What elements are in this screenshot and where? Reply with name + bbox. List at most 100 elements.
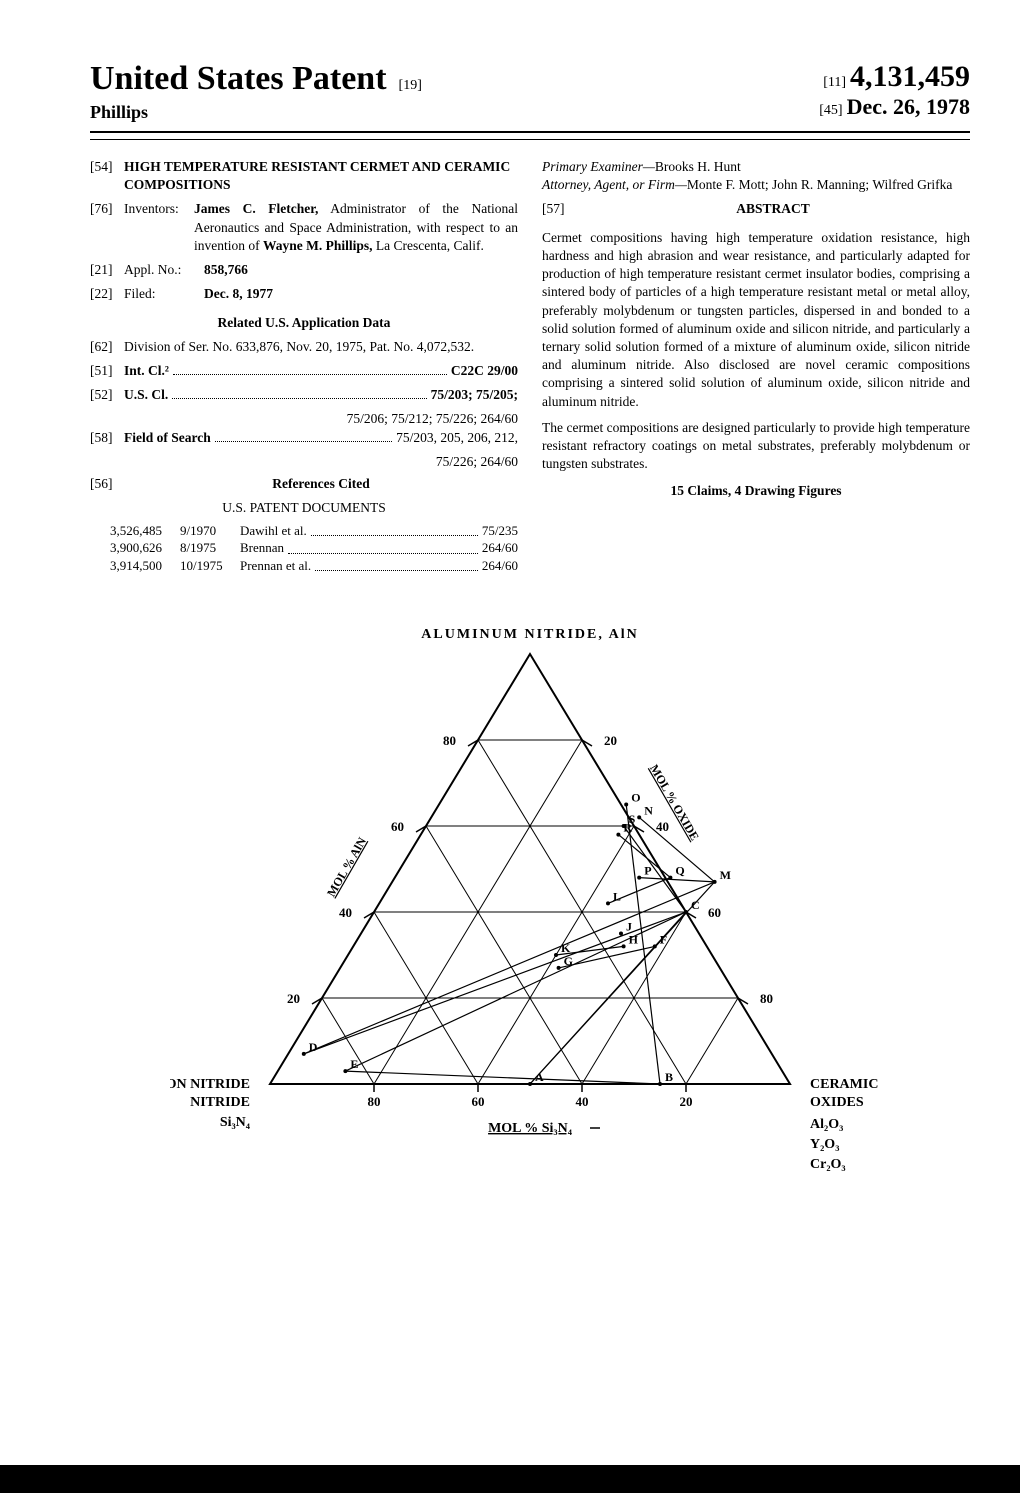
svg-text:Q: Q [675, 864, 684, 878]
right-column: Primary Examiner—Brooks H. Hunt Attorney… [542, 158, 970, 574]
citation-row: 3,526,485 9/1970 Dawihl et al.75/235 [110, 522, 518, 540]
field-52: [52] U.S. Cl. 75/203; 75/205; [90, 386, 518, 404]
svg-text:CERAMIC: CERAMIC [810, 1077, 878, 1092]
svg-text:J: J [626, 920, 632, 934]
svg-text:MOL % Si₃N₄: MOL % Si₃N₄ [488, 1121, 573, 1136]
svg-text:D: D [309, 1040, 318, 1054]
dots-58 [215, 441, 392, 442]
header-inventor: Phillips [90, 102, 819, 123]
cite-name-cls: Prennan et al.264/60 [240, 557, 518, 575]
header-left: United States Patent [19] Phillips [90, 60, 819, 123]
attorney-names: Monte F. Mott; John R. Manning; Wilfred … [687, 177, 953, 192]
svg-text:Si₃N₄: Si₃N₄ [220, 1115, 251, 1130]
field-58: [58] Field of Search 75/203, 205, 206, 2… [90, 429, 518, 447]
svg-text:K: K [561, 941, 571, 955]
cite-name-cls: Dawihl et al.75/235 [240, 522, 518, 540]
bibliographic-columns: [54] HIGH TEMPERATURE RESISTANT CERMET A… [90, 158, 970, 574]
svg-text:60: 60 [391, 819, 404, 834]
svg-text:40: 40 [339, 905, 352, 920]
field-22-label: Filed: [124, 285, 204, 303]
svg-text:80: 80 [443, 733, 456, 748]
abstract-num: [57] [542, 200, 576, 222]
cite-num: 3,914,500 [110, 557, 180, 575]
patent-header: United States Patent [19] Phillips [11] … [90, 60, 970, 133]
field-76: [76] Inventors: James C. Fletcher, Admin… [90, 200, 518, 255]
svg-text:20: 20 [287, 991, 300, 1006]
svg-text:Al₂O₃: Al₂O₃ [810, 1117, 843, 1132]
patent-date-row: [45] Dec. 26, 1978 [819, 94, 970, 120]
field-52-val: 75/203; 75/205; [431, 386, 518, 404]
field-22-num: [22] [90, 285, 124, 303]
abstract-heading: ABSTRACT [576, 200, 970, 218]
field-51-label-b: Int. Cl.² [124, 363, 169, 378]
svg-text:L: L [613, 890, 621, 904]
field-21-label: Appl. No.: [124, 261, 204, 279]
field-51-label: Int. Cl.² [124, 362, 169, 380]
field-54-num: [54] [90, 158, 124, 194]
field-51-val: C22C 29/00 [451, 362, 518, 380]
svg-text:A: A [535, 1070, 544, 1084]
field-51-val-b: C22C 29/00 [451, 363, 518, 378]
header-right: [11] 4,131,459 [45] Dec. 26, 1978 [819, 60, 970, 120]
examiner-row: Primary Examiner—Brooks H. Hunt [542, 158, 970, 176]
svg-text:M: M [720, 868, 731, 882]
filed-date-val: Dec. 8, 1977 [204, 286, 273, 301]
svg-text:S: S [629, 812, 636, 826]
svg-text:P: P [644, 864, 651, 878]
field-52-line2: 75/206; 75/212; 75/226; 264/60 [90, 410, 518, 428]
svg-text:MOL % AlN: MOL % AlN [324, 835, 369, 899]
svg-text:B: B [665, 1070, 673, 1084]
field-58-line2: 75/226; 264/60 [90, 453, 518, 471]
svg-text:ALUMINUM NITRIDE, AlN: ALUMINUM NITRIDE, AlN [421, 627, 638, 642]
header-title-row: United States Patent [19] [90, 60, 819, 98]
svg-text:20: 20 [604, 733, 617, 748]
field-56: [56] References Cited [90, 475, 518, 493]
citation-row: 3,914,500 10/1975 Prennan et al.264/60 [110, 557, 518, 575]
examiner-label: Primary Examiner— [542, 159, 655, 174]
cite-date: 10/1975 [180, 557, 240, 575]
attorney-row: Attorney, Agent, or Firm—Monte F. Mott; … [542, 176, 970, 194]
svg-text:F: F [660, 933, 667, 947]
field-58-val: 75/203, 205, 206, 212, [396, 429, 518, 447]
attorney-label: Attorney, Agent, or Firm— [542, 177, 687, 192]
field-52-num: [52] [90, 386, 124, 404]
citations-list: 3,526,485 9/1970 Dawihl et al.75/2353,90… [90, 522, 518, 575]
appl-no: 858,766 [204, 261, 248, 279]
examiner-name: Brooks H. Hunt [655, 159, 741, 174]
svg-text:80: 80 [760, 991, 773, 1006]
svg-text:N: N [644, 804, 653, 818]
field-62-num: [62] [90, 338, 124, 356]
cite-num: 3,526,485 [110, 522, 180, 540]
svg-text:C: C [691, 898, 700, 912]
abstract-para-1: Cermet compositions having high temperat… [542, 229, 970, 411]
appl-no-val: 858,766 [204, 262, 248, 277]
header-rule [90, 139, 970, 140]
ternary-diagram-svg: 208020406040604060802080ABCDEFGHJKLMNOPQ… [170, 614, 890, 1174]
svg-text:O: O [631, 791, 640, 805]
field-52-val-b: 75/203; 75/205; [431, 387, 518, 402]
svg-text:NITRIDE: NITRIDE [190, 1095, 250, 1110]
filed-date: Dec. 8, 1977 [204, 285, 273, 303]
field-52-label: U.S. Cl. [124, 386, 168, 404]
field-52-label-b: U.S. Cl. [124, 387, 168, 402]
references-cited-h: References Cited [124, 475, 518, 493]
field-51: [51] Int. Cl.² C22C 29/00 [90, 362, 518, 380]
field-22: [22] Filed: Dec. 8, 1977 [90, 285, 518, 303]
svg-text:H: H [629, 933, 639, 947]
us-patent-docs-h: U.S. PATENT DOCUMENTS [90, 499, 518, 517]
cite-date: 8/1975 [180, 539, 240, 557]
patent-number: 4,131,459 [850, 60, 970, 93]
field-62-val: Division of Ser. No. 633,876, Nov. 20, 1… [124, 338, 518, 356]
svg-text:Y₂O₃: Y₂O₃ [810, 1137, 839, 1152]
inventors-text: James C. Fletcher, Administrator of the … [194, 200, 518, 255]
cite-name-cls: Brennan264/60 [240, 539, 518, 557]
field-51-num: [51] [90, 362, 124, 380]
pat-num-bracket: [11] [823, 75, 846, 91]
svg-text:60: 60 [472, 1094, 485, 1109]
field-76-label: Inventors: [124, 200, 194, 255]
patent-date: Dec. 26, 1978 [847, 94, 970, 119]
page-bottom-bar [0, 1465, 1020, 1493]
field-58-num: [58] [90, 429, 124, 447]
citation-row: 3,900,626 8/1975 Brennan264/60 [110, 539, 518, 557]
svg-text:OXIDES: OXIDES [810, 1095, 864, 1110]
